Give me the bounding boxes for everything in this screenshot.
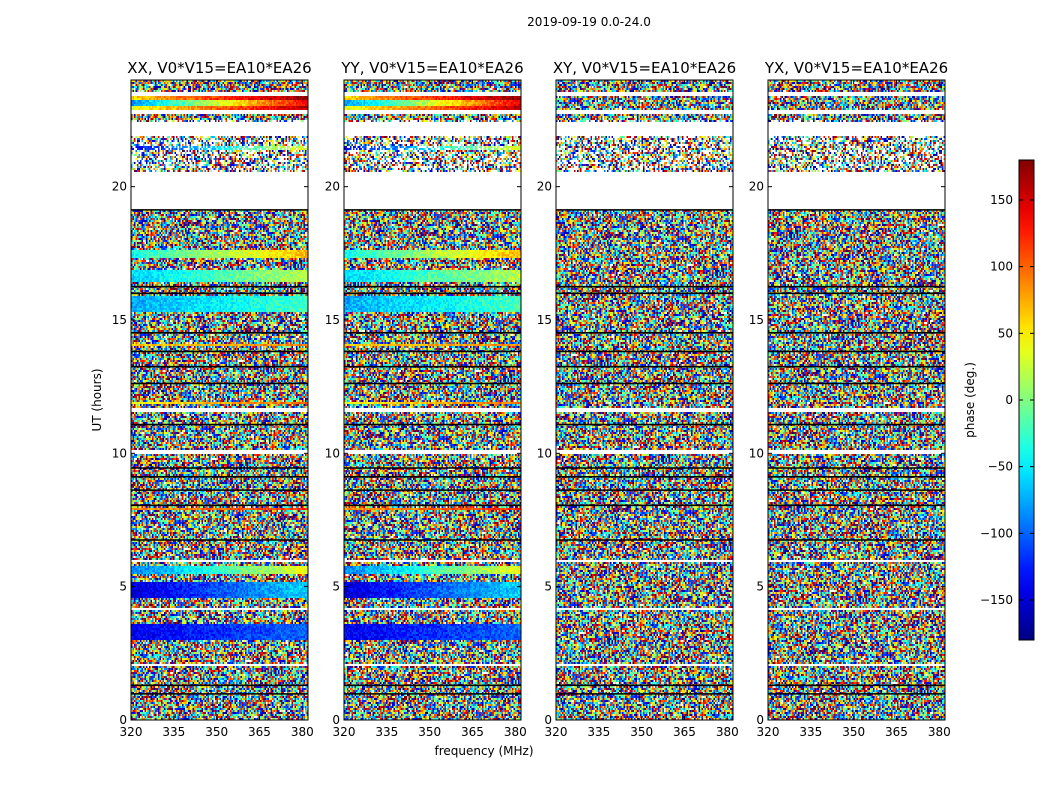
- x-tick-label: 380: [291, 725, 314, 739]
- phase-heatmap: [768, 80, 945, 720]
- panel-title: YX, V0*V15=EA10*EA26: [764, 59, 948, 77]
- y-tick-label: 10: [749, 446, 764, 460]
- y-axis-label: UT (hours): [90, 368, 104, 431]
- x-tick-label: 350: [842, 725, 865, 739]
- colorbar-tick-label: −150: [980, 593, 1013, 607]
- colorbar-tick-label: −50: [988, 460, 1013, 474]
- x-tick-label: 380: [928, 725, 951, 739]
- panel-4: YX, V0*V15=EA10*EA26 320 335 350 365 380 0 5 10 1…: [749, 59, 951, 739]
- x-tick-label: 365: [248, 725, 271, 739]
- figure-suptitle: 2019-09-19 0.0-24.0: [527, 15, 651, 29]
- x-tick-label: 365: [673, 725, 696, 739]
- y-tick-label: 20: [749, 180, 764, 194]
- colorbar-tick-label: 50: [998, 326, 1013, 340]
- panel-3: XY, V0*V15=EA10*EA26 320 335 350 365 380 0 5 10 1…: [537, 59, 739, 739]
- x-tick-label: 365: [885, 725, 908, 739]
- colorbar: 150 100 50 0 −50 −100 −150: [980, 159, 1035, 641]
- panel-frame: [767, 79, 946, 721]
- x-axis-label: frequency (MHz): [434, 744, 533, 758]
- panel-2: YY, V0*V15=EA10*EA26 320 335 350 365 380 0 5 10 1…: [325, 59, 527, 739]
- y-tick-label: 15: [537, 313, 552, 327]
- y-tick-label: 0: [756, 713, 764, 727]
- y-tick-label: 20: [325, 180, 340, 194]
- y-tick-label: 0: [332, 713, 340, 727]
- panel-title: YY, V0*V15=EA10*EA26: [340, 59, 523, 77]
- x-tick-label: 350: [205, 725, 228, 739]
- x-tick-label: 365: [461, 725, 484, 739]
- x-tick-label: 320: [120, 725, 143, 739]
- y-tick-label: 10: [537, 446, 552, 460]
- panel-frame: [343, 79, 522, 721]
- y-tick-label: 5: [332, 580, 340, 594]
- colorbar-tick-label: 100: [990, 260, 1013, 274]
- x-tick-label: 380: [716, 725, 739, 739]
- y-tick-label: 10: [112, 446, 127, 460]
- y-tick-label: 0: [544, 713, 552, 727]
- panel-frame: [555, 79, 734, 721]
- x-tick-label: 350: [630, 725, 653, 739]
- x-tick-label: 320: [545, 725, 568, 739]
- colorbar-tick-label: −100: [980, 526, 1013, 540]
- y-tick-label: 20: [537, 180, 552, 194]
- panels-group: XX, V0*V15=EA10*EA26 320 335 350 365 380 0 5 10 1…: [112, 59, 951, 739]
- x-tick-label: 335: [587, 725, 610, 739]
- panel-title: XY, V0*V15=EA10*EA26: [553, 59, 736, 77]
- panel-frame: [130, 79, 309, 721]
- y-tick-label: 15: [325, 313, 340, 327]
- x-tick-label: 335: [162, 725, 185, 739]
- x-tick-label: 320: [757, 725, 780, 739]
- panel-1: XX, V0*V15=EA10*EA26 320 335 350 365 380 0 5 10 1…: [112, 59, 314, 739]
- phase-heatmap: [131, 80, 308, 720]
- y-tick-label: 5: [756, 580, 764, 594]
- y-tick-label: 15: [112, 313, 127, 327]
- y-tick-label: 15: [749, 313, 764, 327]
- x-tick-label: 320: [333, 725, 356, 739]
- colorbar-tick-label: 150: [990, 193, 1013, 207]
- y-tick-label: 20: [112, 180, 127, 194]
- y-tick-label: 5: [119, 580, 127, 594]
- colorbar-label: phase (deg.): [963, 362, 977, 438]
- phase-heatmap: [344, 80, 521, 720]
- panel-title: XX, V0*V15=EA10*EA26: [127, 59, 311, 77]
- x-tick-label: 335: [799, 725, 822, 739]
- x-tick-label: 335: [375, 725, 398, 739]
- y-tick-label: 10: [325, 446, 340, 460]
- y-tick-label: 5: [544, 580, 552, 594]
- x-tick-label: 380: [504, 725, 527, 739]
- y-tick-label: 0: [119, 713, 127, 727]
- phase-heatmap: [556, 80, 733, 720]
- x-tick-label: 350: [418, 725, 441, 739]
- colorbar-tick-label: 0: [1005, 393, 1013, 407]
